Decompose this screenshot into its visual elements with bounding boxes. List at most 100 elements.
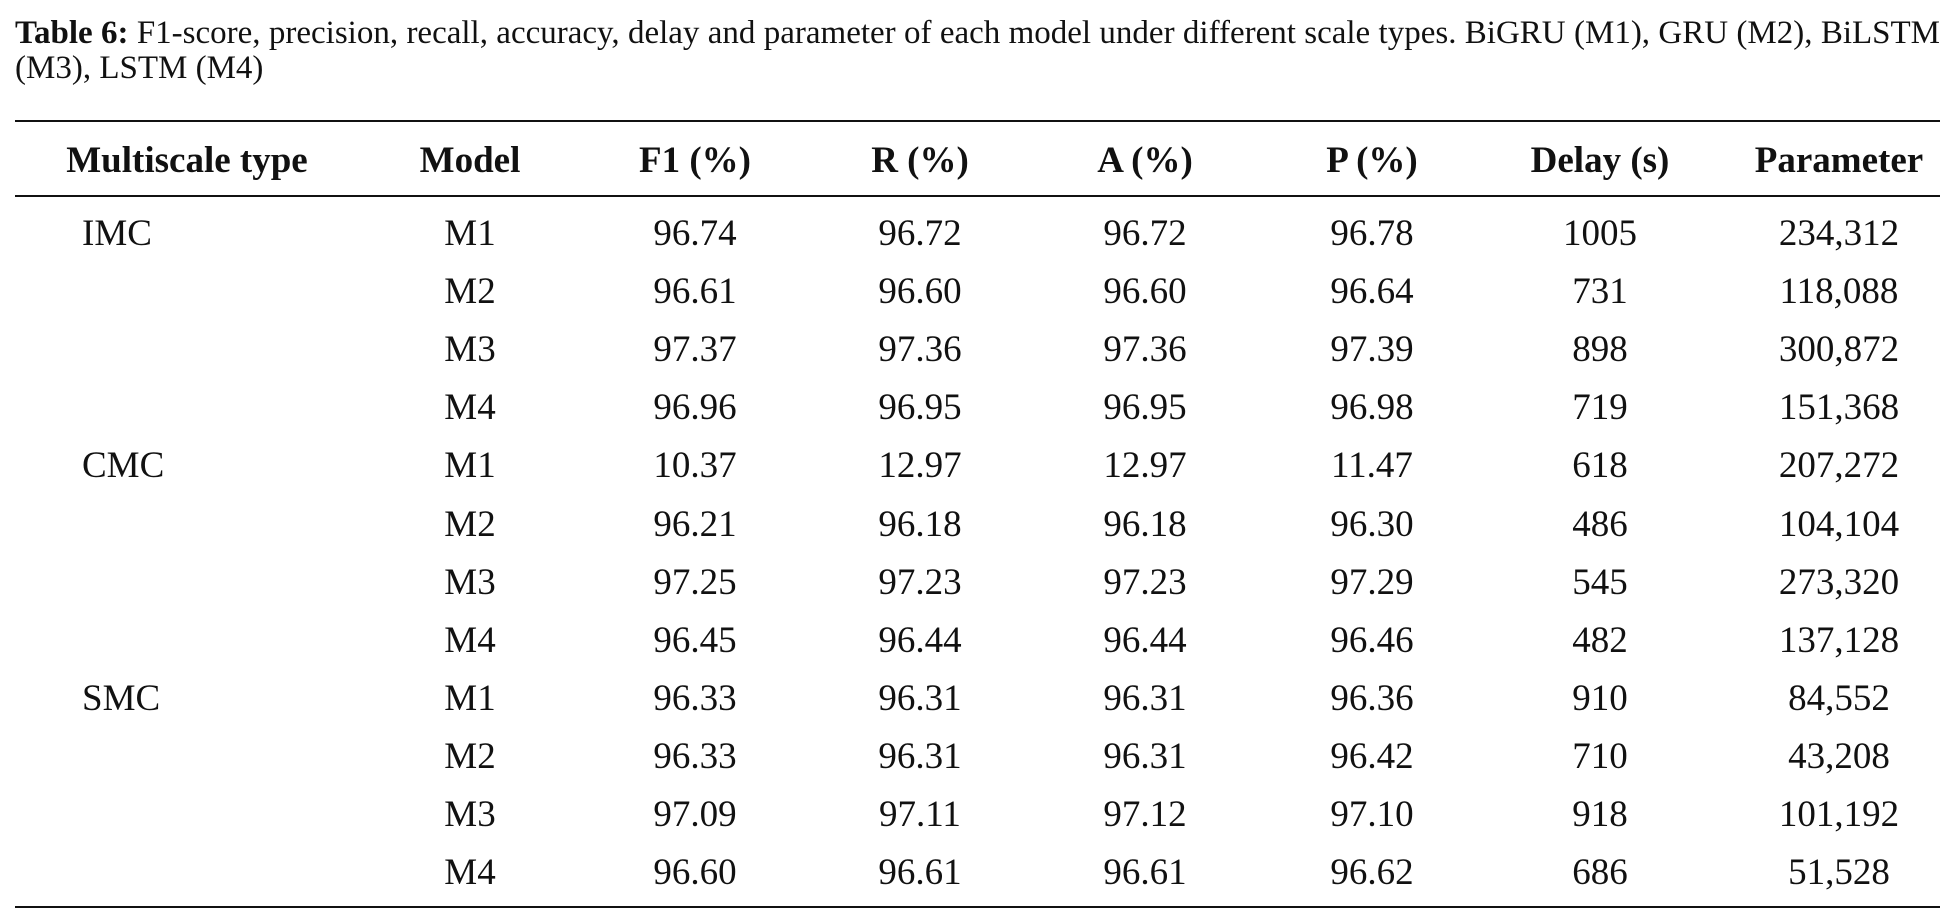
table-cell: 96.31 [878,735,962,777]
table-cell: 97.12 [1103,794,1187,835]
table-cell: 731 [1572,271,1628,313]
table-cell: 618 [1572,445,1628,487]
table-cell: 97.09 [653,794,737,835]
table-cell: 96.18 [1103,503,1187,545]
header-cell: A (%) [1097,140,1193,181]
table-cell: 96.62 [1330,852,1414,894]
header-cell: R (%) [871,140,969,181]
table-cell: 96.96 [653,387,737,429]
table-cell: 545 [1572,561,1628,603]
header-cell: Model [419,140,521,181]
table-cell: 96.61 [878,852,962,894]
group-label: IMC [82,213,152,254]
table-cell: 234,312 [1778,213,1900,254]
table-cell: 101,192 [1778,794,1900,835]
table-cell: 96.95 [878,387,962,429]
table-cell: 151,368 [1778,387,1900,429]
table-cell: 96.61 [1103,852,1187,894]
header-cell: P (%) [1326,140,1418,181]
table-cell: 104,104 [1778,503,1900,545]
table-cell: M1 [444,445,496,487]
table-cell: 96.21 [653,503,737,545]
table-cell: 118,088 [1779,271,1899,313]
header-cell: Multiscale type [66,140,308,181]
table-cell: 96.30 [1330,503,1414,545]
table-cell: 96.33 [653,677,737,719]
table-cell: 137,128 [1778,619,1900,661]
top-rule [15,120,1940,122]
table-cell: 686 [1572,852,1628,894]
table-cell: 97.36 [1103,329,1187,371]
bottom-rule [15,906,1940,908]
group-label: CMC [82,445,165,487]
table-cell: M3 [444,794,496,835]
table-cell: 51,528 [1788,852,1890,894]
table-cell: 96.74 [653,213,737,254]
header-cell: Delay (s) [1530,140,1670,181]
table-cell: 96.72 [878,213,962,254]
table-cell: 1005 [1563,213,1637,254]
table-cell: 96.60 [1103,271,1187,313]
table-cell: 96.18 [878,503,962,545]
table-cell: 97.10 [1330,794,1414,835]
table-cell: 96.64 [1330,271,1414,313]
table-cell: 96.44 [1103,619,1187,661]
table-cell: 96.72 [1103,213,1187,254]
table-cell: 97.23 [1103,561,1187,603]
table-cell: 97.11 [879,794,961,835]
table-cell: 96.31 [1103,735,1187,777]
table-cell: 96.36 [1330,677,1414,719]
table-cell: 12.97 [878,445,962,487]
header-rule [15,195,1940,197]
table-cell: M3 [444,329,496,371]
table-cell: 43,208 [1788,735,1890,777]
table-cell: 96.60 [653,852,737,894]
table-cell: M4 [444,619,496,661]
table-cell: M1 [444,213,496,254]
table-cell: 300,872 [1778,329,1900,371]
table-cell: 918 [1572,794,1628,835]
table-cell: 273,320 [1778,561,1900,603]
table-cell: 97.29 [1330,561,1414,603]
table-cell: M4 [444,387,496,429]
table-cell: 96.33 [653,735,737,777]
table-cell: 96.44 [878,619,962,661]
header-cell: F1 (%) [639,140,751,181]
table-cell: 96.60 [878,271,962,313]
table-cell: 96.46 [1330,619,1414,661]
header-cell: Parameter [1754,140,1924,181]
table-cell: 96.42 [1330,735,1414,777]
table-cell: 96.31 [1103,677,1187,719]
group-label: SMC [82,677,161,719]
table-cell: 97.37 [653,329,737,371]
table-cell: 11.47 [1331,445,1413,487]
caption-label: Table 6: [15,15,129,51]
table-cell: 10.37 [653,445,737,487]
table-cell: 482 [1572,619,1628,661]
table-cell: M2 [444,271,496,313]
table-cell: 486 [1572,503,1628,545]
table-cell: M3 [444,561,496,603]
table-cell: 96.61 [653,271,737,313]
table-cell: 97.23 [878,561,962,603]
table-cell: M4 [444,852,496,894]
table-cell: 97.25 [653,561,737,603]
table-cell: 710 [1572,735,1628,777]
table-cell: 96.95 [1103,387,1187,429]
table-cell: 12.97 [1103,445,1187,487]
table-cell: M2 [444,735,496,777]
table-cell: 97.36 [878,329,962,371]
table-caption: Table 6: F1-score, precision, recall, ac… [15,16,1940,86]
table-cell: 910 [1572,677,1628,719]
caption-text: F1-score, precision, recall, accuracy, d… [15,15,1941,86]
table-cell: 96.31 [878,677,962,719]
table-cell: 898 [1572,329,1628,371]
table-cell: 207,272 [1778,445,1900,487]
table-cell: M2 [444,503,496,545]
table-cell: 97.39 [1330,329,1414,371]
table-cell: 96.45 [653,619,737,661]
table-cell: 96.78 [1330,213,1414,254]
table-cell: M1 [444,677,496,719]
table-cell: 84,552 [1788,677,1890,719]
